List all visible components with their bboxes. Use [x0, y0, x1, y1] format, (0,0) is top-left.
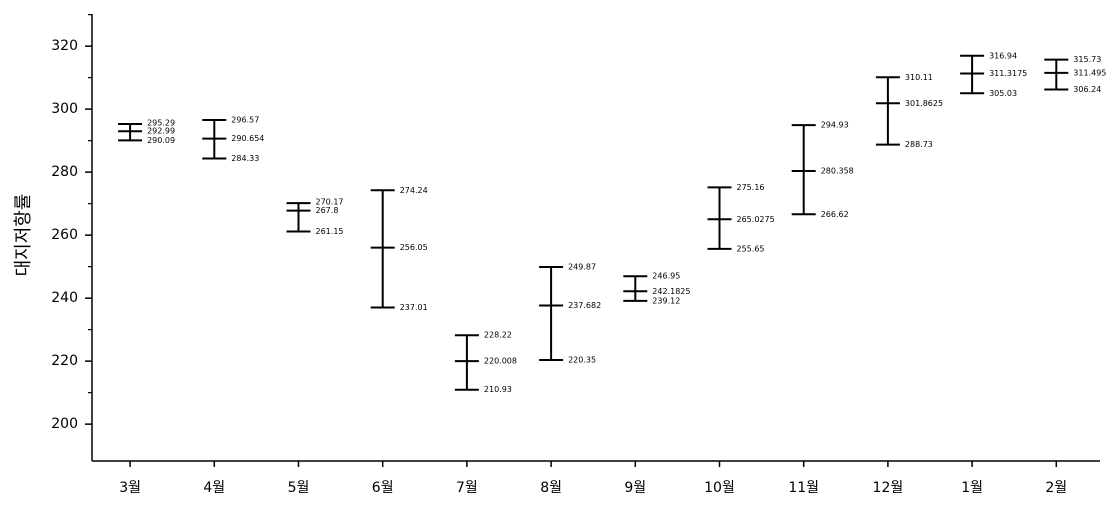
mean-label: 242.1825	[652, 287, 690, 296]
y-tick-label: 280	[51, 164, 78, 180]
y-tick-label: 240	[51, 290, 78, 306]
high-label: 296.57	[231, 115, 259, 124]
mean-label: 311.3175	[989, 69, 1027, 78]
mean-label: 301.8625	[905, 99, 943, 108]
high-label: 274.24	[400, 186, 428, 195]
mean-label: 311.495	[1073, 68, 1106, 77]
y-tick-label: 200	[51, 416, 78, 432]
high-label: 316.94	[989, 51, 1017, 60]
low-label: 290.09	[147, 136, 175, 145]
y-tick-label: 260	[51, 227, 78, 243]
low-label: 261.15	[316, 227, 344, 236]
y-tick-label: 300	[51, 101, 78, 117]
low-label: 305.03	[989, 89, 1017, 98]
low-label: 284.33	[231, 154, 259, 163]
high-label: 249.87	[568, 263, 596, 272]
mean-label: 256.05	[400, 243, 428, 252]
mean-label: 237.682	[568, 301, 601, 310]
high-label: 295.29	[147, 118, 175, 127]
x-tick-label: 3월	[119, 480, 141, 496]
x-tick-label: 10월	[704, 480, 735, 496]
mean-label: 280.358	[821, 167, 854, 176]
x-tick-label: 9월	[624, 480, 646, 496]
y-tick-label: 220	[51, 353, 78, 369]
low-label: 255.65	[737, 244, 765, 253]
mean-label: 265.0275	[737, 215, 775, 224]
x-tick-label: 1월	[961, 480, 983, 496]
high-label: 310.11	[905, 73, 933, 82]
x-tick-label: 8월	[540, 480, 562, 496]
low-label: 220.35	[568, 356, 596, 365]
low-label: 288.73	[905, 140, 933, 149]
x-tick-label: 12월	[873, 480, 904, 496]
low-label: 306.24	[1073, 85, 1101, 94]
low-label: 210.93	[484, 385, 512, 394]
x-tick-label: 6월	[372, 480, 394, 496]
high-label: 275.16	[737, 183, 765, 192]
x-tick-label: 4월	[203, 480, 225, 496]
x-tick-label: 5월	[288, 480, 310, 496]
high-label: 294.93	[821, 121, 849, 130]
high-label: 228.22	[484, 331, 512, 340]
mean-label: 267.8	[316, 206, 339, 215]
y-tick-label: 320	[51, 38, 78, 54]
high-label: 315.73	[1073, 55, 1101, 64]
low-label: 239.12	[652, 296, 680, 305]
low-label: 266.62	[821, 210, 849, 219]
low-label: 237.01	[400, 303, 428, 312]
mean-label: 292.99	[147, 127, 175, 136]
x-tick-label: 11월	[788, 480, 819, 496]
high-label: 270.17	[316, 198, 344, 207]
mean-label: 220.008	[484, 357, 517, 366]
x-tick-label: 7월	[456, 480, 478, 496]
high-label: 246.95	[652, 272, 680, 281]
y-axis-label: 대지저항률	[13, 194, 34, 277]
mean-label: 290.654	[231, 134, 264, 143]
x-tick-label: 2월	[1045, 480, 1067, 496]
